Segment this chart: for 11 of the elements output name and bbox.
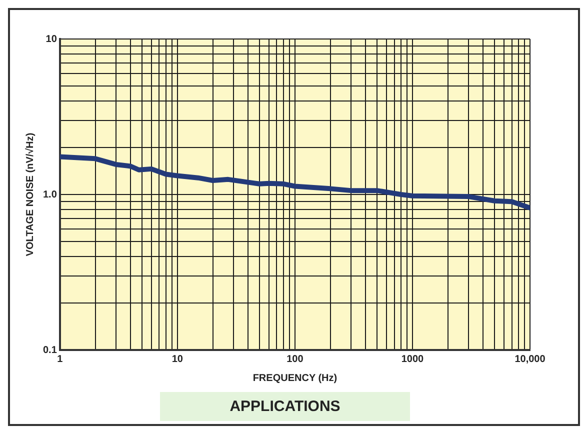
x-tick-label: 10 (172, 354, 184, 365)
x-tick-label: 1000 (401, 354, 424, 365)
x-tick-label: 100 (286, 354, 304, 365)
y-tick-label: 1.0 (42, 189, 58, 200)
y-tick-label: 0.1 (42, 344, 58, 356)
x-axis-title: FREQUENCY (Hz) (252, 372, 338, 384)
y-axis-title: VOLTAGE NOISE (nV/√Hz) (24, 132, 36, 256)
y-tick-label: 10 (46, 34, 58, 45)
x-tick-label: 1 (57, 354, 64, 365)
x-tick-label: 10,000 (514, 354, 546, 365)
text: APPLICATIONS (160, 392, 410, 421)
